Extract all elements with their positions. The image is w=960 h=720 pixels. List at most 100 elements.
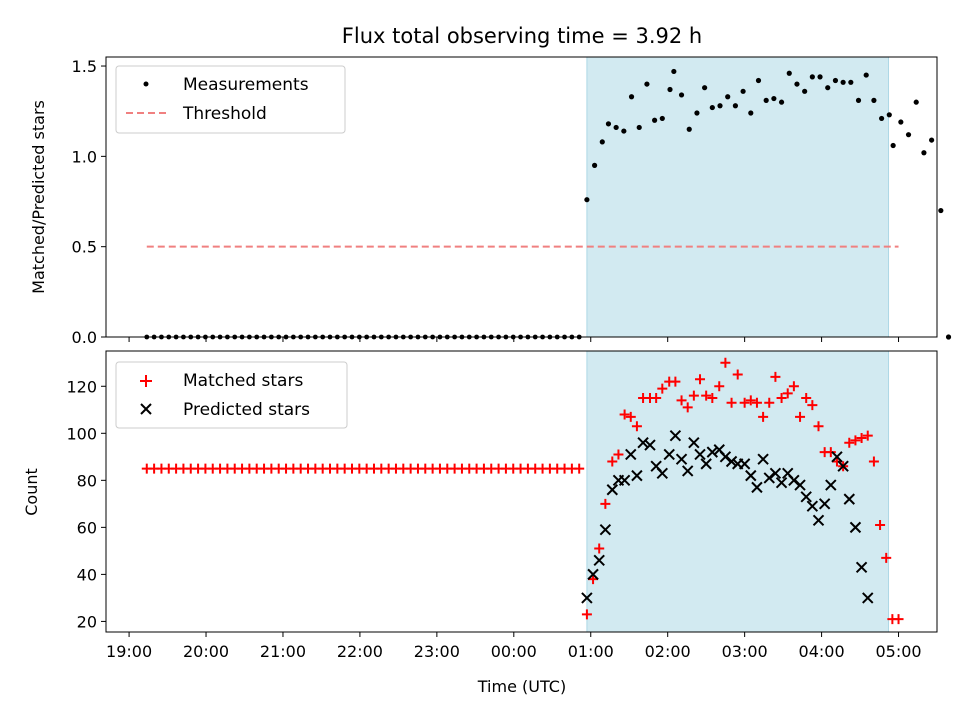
measurement-point <box>584 197 590 203</box>
predicted-star-point <box>606 484 619 496</box>
predicted-star-point <box>788 474 800 487</box>
measurement-point <box>755 77 762 84</box>
matched-star-point <box>631 421 642 432</box>
matched-star-point <box>581 609 592 620</box>
measurement-point <box>621 128 627 134</box>
matched-star-point <box>776 393 787 404</box>
measurement-point <box>591 162 598 168</box>
measurement-point <box>732 103 739 109</box>
count-plot-frame <box>105 350 938 633</box>
predicted-star-point <box>599 524 612 536</box>
predicted-star-point <box>700 458 712 470</box>
x-tick-label: 20:00 <box>183 642 229 661</box>
y-tick-label: 40 <box>77 565 97 584</box>
matched-star-point <box>720 357 731 368</box>
predicted-star-point <box>688 436 700 449</box>
matched-star-point <box>868 456 879 467</box>
y-tick-label: 0.0 <box>72 328 97 347</box>
measurement-point <box>913 99 919 105</box>
predicted-star-point <box>593 554 605 566</box>
measurement-point <box>678 92 685 98</box>
predicted-star-point <box>738 458 751 470</box>
x-tick-label: 19:00 <box>106 642 152 661</box>
predicted-star-point <box>812 514 825 527</box>
matched-star-point <box>574 463 585 474</box>
measurement-point <box>702 85 708 91</box>
measurement-point <box>921 150 927 156</box>
matched-star-point <box>856 433 867 444</box>
x-tick-label: 05:00 <box>875 642 921 661</box>
legend-matched-marker <box>140 375 152 387</box>
predicted-star-point <box>745 469 757 482</box>
predicted-star-point <box>644 439 656 451</box>
matched-star-point <box>770 371 781 382</box>
measurement-point <box>817 74 823 80</box>
matched-star-point <box>795 411 806 422</box>
predicted-star-point <box>855 561 868 574</box>
measurement-point <box>671 68 677 75</box>
y-tick-label: 1.0 <box>72 147 97 166</box>
x-tick-label: 00:00 <box>491 642 537 661</box>
predicted-star-point <box>656 467 669 479</box>
measurement-point <box>740 88 746 94</box>
predicted-star-point <box>663 448 675 461</box>
matched-star-point <box>613 449 624 460</box>
measurement-point <box>945 334 952 340</box>
matched-star-point <box>801 393 812 404</box>
matched-star-point <box>695 374 706 385</box>
predicted-star-point <box>587 568 599 581</box>
matched-star-point <box>751 397 762 408</box>
measurement-point <box>748 110 754 116</box>
predicted-star-point <box>806 500 819 512</box>
predicted-star-point <box>625 448 637 461</box>
matched-star-point <box>764 397 775 408</box>
measurement-point <box>725 94 731 100</box>
predicted-star-point <box>800 491 812 503</box>
matched-star-point <box>758 411 769 422</box>
legend-predicted-marker <box>140 403 152 415</box>
x-tick-label: 01:00 <box>568 642 614 661</box>
y-tick-label: 60 <box>77 518 97 537</box>
measurement-point <box>644 81 650 87</box>
predicted-star-point <box>825 479 837 491</box>
ratio-plot-frame <box>105 56 938 338</box>
y-tick-label: 1.5 <box>72 57 97 76</box>
matched-star-point <box>600 498 611 509</box>
y-tick-label: 120 <box>66 377 97 396</box>
measurement-point <box>794 81 800 87</box>
measurement-point <box>694 110 700 116</box>
measurement-point <box>613 124 619 131</box>
measurement-point <box>709 104 715 111</box>
predicted-star-point <box>719 451 732 463</box>
matched-star-point <box>825 447 836 458</box>
matched-star-point <box>788 381 799 392</box>
top-y-axis-label: Matched/Predicted stars <box>29 100 48 294</box>
measurement-point <box>832 77 839 84</box>
matched-star-point <box>893 614 904 625</box>
matched-star-point <box>844 437 855 448</box>
legend-measurements-label: Measurements <box>183 75 309 95</box>
measurement-point <box>879 115 885 122</box>
bottom-y-axis-label: Count <box>22 468 41 516</box>
predicted-star-point <box>818 498 831 510</box>
predicted-star-point <box>763 472 775 484</box>
measurement-point <box>628 94 635 100</box>
matched-star-point <box>875 520 886 531</box>
predicted-star-point <box>618 474 631 487</box>
x-tick-label: 22:00 <box>337 642 383 661</box>
measurement-point <box>763 97 769 103</box>
matched-star-point <box>782 388 793 399</box>
matched-star-point <box>881 552 892 563</box>
y-tick-label: 20 <box>77 612 97 631</box>
observing-window <box>586 350 890 633</box>
measurement-point <box>652 117 658 123</box>
measurement-point <box>771 95 777 102</box>
x-tick-label: 04:00 <box>799 642 845 661</box>
matched-star-point <box>682 402 693 413</box>
predicted-star-point <box>849 521 862 534</box>
predicted-star-point <box>681 465 694 477</box>
predicted-star-point <box>675 453 688 465</box>
y-tick-label: 100 <box>66 424 97 443</box>
matched-star-point <box>594 543 605 554</box>
matched-star-point <box>726 397 737 408</box>
